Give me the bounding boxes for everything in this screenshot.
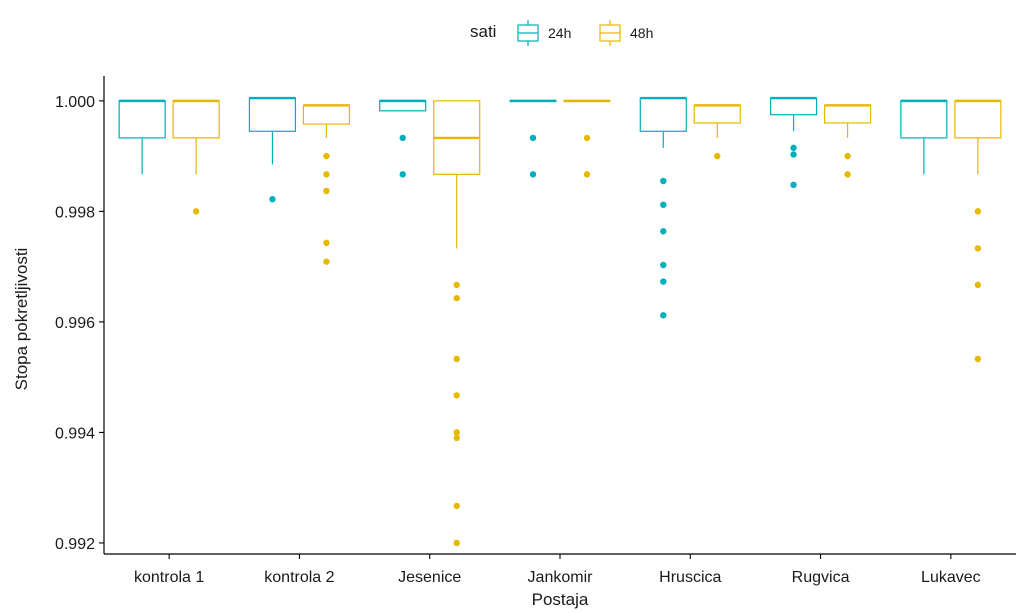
x-tick-label: Hruscica <box>659 569 721 586</box>
box-iqr <box>248 97 297 132</box>
outlier-point <box>974 281 982 289</box>
x-tick-label: Rugvica <box>792 569 850 586</box>
box-48h-jankomir <box>563 99 611 178</box>
outlier-point <box>660 201 667 208</box>
outlier-point <box>529 134 537 142</box>
outlier-point <box>453 294 460 302</box>
box-48h-jesenice <box>433 100 481 547</box>
x-axis-title: Postaja <box>532 590 589 609</box>
outlier-point <box>269 196 276 203</box>
outlier-point <box>323 152 330 160</box>
box-24h-hruscica <box>639 96 687 319</box>
outlier-point <box>583 171 591 178</box>
outlier-point <box>453 392 460 399</box>
outlier-point <box>323 187 330 195</box>
box-iqr <box>172 100 220 139</box>
box-iqr <box>823 104 872 124</box>
box-24h-lukavec <box>900 99 948 175</box>
box-48h-kontrola-1 <box>172 99 220 215</box>
outlier-point <box>323 171 330 178</box>
box-48h-lukavec <box>954 99 1002 363</box>
outlier-point <box>453 355 460 363</box>
outlier-point <box>790 151 797 158</box>
outlier-point <box>974 245 982 252</box>
legend: sati 24h 48h <box>470 20 653 46</box>
box-48h-rugvica <box>823 104 872 178</box>
outlier-point <box>453 429 460 436</box>
legend-key-24h: 24h <box>517 20 571 46</box>
box-48h-kontrola-2 <box>302 104 351 265</box>
outlier-point <box>399 171 406 178</box>
outlier-point <box>790 181 797 189</box>
x-tick-label: kontrola 2 <box>264 569 334 586</box>
y-tick-label: 0.996 <box>55 315 95 332</box>
outlier-point <box>714 152 721 160</box>
outlier-point <box>453 281 460 289</box>
box-iqr <box>954 100 1002 139</box>
outlier-point <box>660 261 667 269</box>
legend-title: sati <box>470 22 496 41</box>
outlier-point <box>453 539 460 547</box>
x-tick-label: kontrola 1 <box>134 569 204 586</box>
box-iqr <box>693 104 741 124</box>
y-tick-label: 0.994 <box>55 425 95 442</box>
x-tick-label: Jesenice <box>398 569 461 586</box>
box-24h-kontrola-1 <box>118 99 166 175</box>
y-tick-label: 0.998 <box>55 204 95 221</box>
y-tick-label: 1.000 <box>55 94 95 111</box>
outlier-point <box>660 177 667 185</box>
outlier-point <box>844 171 851 178</box>
outlier-point <box>453 502 460 510</box>
box-iqr <box>639 97 687 132</box>
outlier-point <box>399 134 406 142</box>
axes: 0.992 0.994 0.996 0.998 1.000 kontrola 1 kontr… <box>55 76 1016 586</box>
x-tick-label: Lukavec <box>921 569 981 586</box>
box-iqr <box>302 104 351 125</box>
y-tick-label: 0.992 <box>55 536 95 553</box>
outlier-point <box>974 208 982 215</box>
x-tick-label: Jankomir <box>528 569 594 586</box>
box-iqr <box>769 97 818 116</box>
box-24h-jankomir <box>509 99 557 178</box>
box-48h-hruscica <box>693 104 741 160</box>
box-iqr <box>900 100 948 139</box>
plot-area <box>118 96 1002 547</box>
outlier-point <box>974 355 982 363</box>
box-24h-jesenice <box>379 99 427 178</box>
outlier-point <box>660 312 667 319</box>
box-iqr <box>379 100 427 112</box>
outlier-point <box>323 258 330 265</box>
outlier-point <box>192 208 200 215</box>
legend-label: 24h <box>548 25 571 41</box>
box-iqr <box>118 100 166 139</box>
outlier-point <box>323 239 330 247</box>
outlier-point <box>660 228 667 235</box>
outlier-point <box>529 171 537 178</box>
y-axis-title: Stopa pokretljivosti <box>12 248 31 391</box>
outlier-point <box>844 152 851 160</box>
box-24h-kontrola-2 <box>248 96 297 203</box>
outlier-point <box>660 278 667 285</box>
legend-key-48h: 48h <box>599 20 653 46</box>
outlier-point <box>790 144 797 152</box>
box-24h-rugvica <box>769 96 818 189</box>
outlier-point <box>583 134 591 142</box>
legend-label: 48h <box>630 25 653 41</box>
outlier-point <box>453 434 460 442</box>
